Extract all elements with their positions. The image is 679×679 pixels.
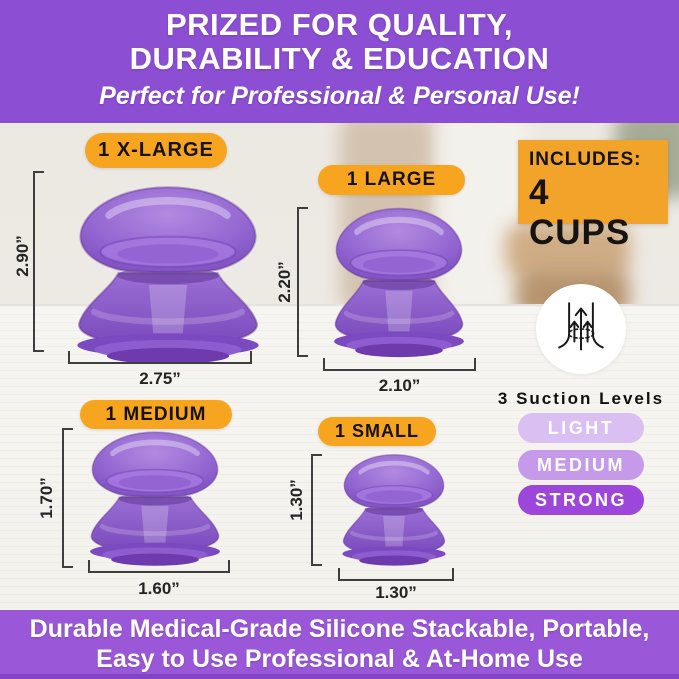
footer-line-2: Easy to Use Professional & At-Home Use bbox=[96, 645, 583, 673]
header-banner: PRIZED FOR QUALITY, DURABILITY & EDUCATI… bbox=[0, 0, 679, 123]
subtitle: Perfect for Professional & Personal Use! bbox=[99, 82, 580, 110]
suction-level-strong: STRONG bbox=[518, 485, 644, 515]
suction-badge bbox=[536, 284, 626, 374]
background-doorframe bbox=[440, 123, 530, 313]
height-label-xlarge: 2.90” bbox=[13, 235, 32, 277]
size-badge-large: 1 LARGE bbox=[318, 165, 465, 195]
includes-value: 4 CUPS bbox=[529, 173, 631, 252]
height-bracket-xlarge bbox=[33, 171, 44, 352]
cup-large bbox=[316, 205, 482, 363]
cup-small bbox=[328, 452, 460, 570]
title-line-1: PRIZED FOR QUALITY, bbox=[165, 7, 514, 42]
suction-level-light: LIGHT bbox=[518, 413, 644, 443]
height-bracket-small bbox=[311, 454, 322, 566]
height-bracket-medium bbox=[62, 428, 73, 568]
width-bracket-xlarge bbox=[68, 351, 252, 364]
width-label-large: 2.10” bbox=[378, 376, 421, 395]
width-label-medium: 1.60” bbox=[138, 579, 180, 598]
suction-level-medium: MEDIUM bbox=[518, 450, 644, 480]
cup-medium bbox=[72, 429, 238, 571]
suction-arrows-icon bbox=[548, 294, 614, 365]
height-label-medium: 1.70” bbox=[37, 477, 56, 519]
includes-box: INCLUDES: 4 CUPS bbox=[518, 140, 668, 252]
width-label-xlarge: 2.75” bbox=[139, 369, 181, 388]
width-label-small: 1.30” bbox=[375, 583, 417, 602]
width-bracket-large bbox=[323, 358, 476, 371]
includes-label: INCLUDES: bbox=[529, 149, 642, 170]
height-label-large: 2.20” bbox=[275, 261, 294, 303]
footer-banner: Durable Medical-Grade Silicone Stackable… bbox=[0, 610, 679, 679]
background-basket-top bbox=[505, 223, 630, 278]
size-badge-medium: 1 MEDIUM bbox=[80, 400, 232, 429]
title-line-2: DURABILITY & EDUCATION bbox=[129, 41, 550, 76]
suction-levels-title: 3 Suction Levels bbox=[497, 389, 665, 408]
photo-scene: 1 X-LARGE 2.90” 2.75” bbox=[0, 123, 679, 610]
width-bracket-medium bbox=[88, 560, 230, 573]
footer-line-1: Durable Medical-Grade Silicone Stackable… bbox=[29, 615, 650, 643]
size-badge-small: 1 SMALL bbox=[318, 417, 436, 446]
height-label-small: 1.30” bbox=[287, 479, 306, 521]
cup-xlarge bbox=[52, 183, 284, 371]
size-badge-xlarge: 1 X-LARGE bbox=[85, 133, 227, 168]
height-bracket-large bbox=[297, 207, 308, 357]
width-bracket-small bbox=[338, 568, 454, 581]
